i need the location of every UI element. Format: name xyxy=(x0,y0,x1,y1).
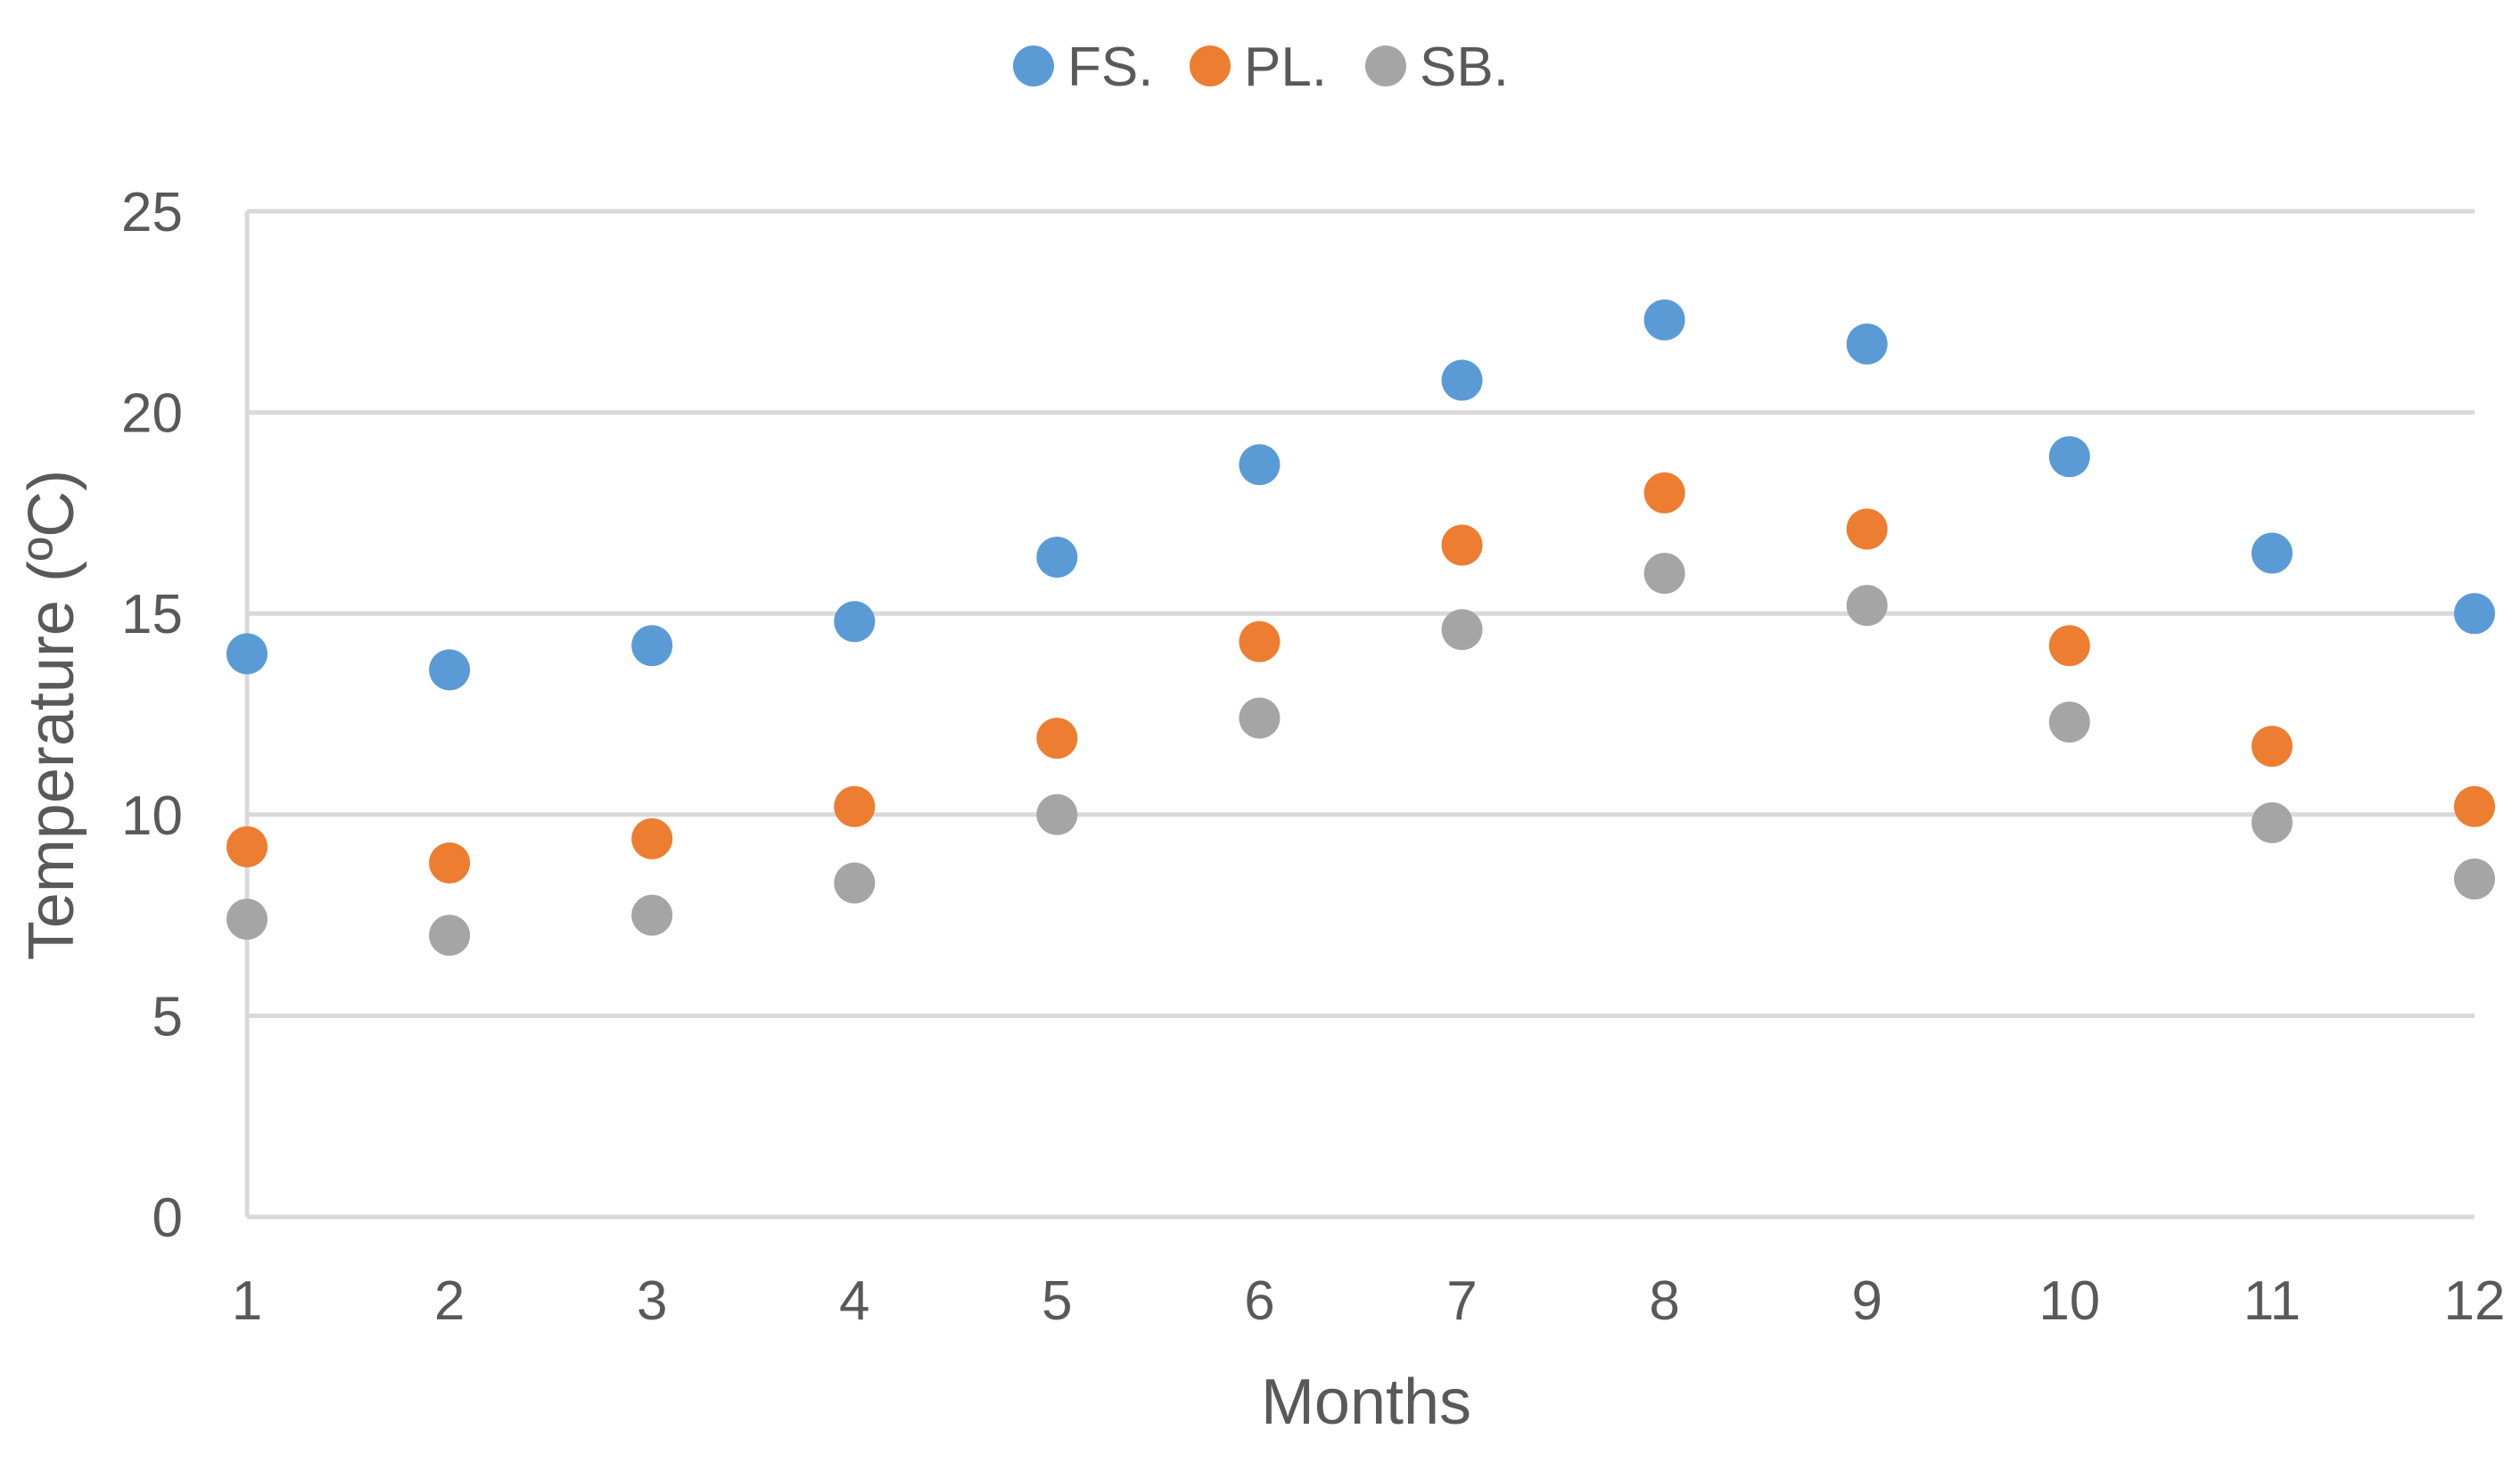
data-point xyxy=(1643,472,1685,513)
data-point xyxy=(1643,299,1685,341)
data-point xyxy=(1036,537,1078,579)
data-point xyxy=(226,633,268,675)
data-point xyxy=(2251,726,2293,768)
data-point xyxy=(2048,436,2090,478)
axes xyxy=(244,211,2475,1220)
legend-item: PL. xyxy=(1190,37,1327,98)
x-tick-label: 7 xyxy=(1446,1270,1477,1332)
data-point xyxy=(1846,508,1888,550)
data-point xyxy=(2048,702,2090,743)
data-point xyxy=(1441,609,1483,651)
data-point xyxy=(1239,620,1281,662)
data-point xyxy=(631,817,673,859)
data-point xyxy=(1441,359,1483,401)
x-tick-label: 2 xyxy=(434,1270,465,1332)
y-axis-title: Temperature (ºC) xyxy=(16,470,87,960)
data-point xyxy=(2048,625,2090,667)
series-pl xyxy=(226,472,2495,883)
data-point xyxy=(2454,593,2495,635)
x-tick-label: 8 xyxy=(1649,1270,1679,1332)
y-tick-label: 10 xyxy=(121,785,183,847)
y-tick-label: 25 xyxy=(121,182,183,243)
legend-marker xyxy=(1190,45,1231,86)
data-point xyxy=(1846,323,1888,365)
data-point xyxy=(2251,532,2293,574)
x-axis-ticks: 1 2 3 4 5 6 7 8 9 10 11 12 xyxy=(232,1270,2506,1332)
data-point xyxy=(226,899,268,940)
y-tick-label: 5 xyxy=(152,986,183,1047)
y-axis-ticks: 0 5 10 15 20 25 xyxy=(121,182,183,1249)
y-tick-label: 0 xyxy=(152,1187,183,1249)
x-tick-label: 1 xyxy=(232,1270,262,1332)
legend-marker xyxy=(1365,45,1406,86)
data-points xyxy=(226,299,2495,957)
legend-marker xyxy=(1013,45,1054,86)
data-point xyxy=(429,842,471,883)
gridlines xyxy=(247,209,2475,1018)
legend-label: SB. xyxy=(1420,37,1509,98)
data-point xyxy=(834,601,876,643)
data-point xyxy=(429,915,471,957)
series-fs xyxy=(226,299,2495,691)
data-point xyxy=(1441,524,1483,566)
x-axis-title: Months xyxy=(1261,1367,1471,1438)
legend-label: PL. xyxy=(1244,37,1327,98)
data-point xyxy=(429,649,471,691)
x-tick-label: 11 xyxy=(2244,1270,2301,1332)
x-tick-label: 3 xyxy=(637,1270,667,1332)
legend-label: FS. xyxy=(1067,37,1153,98)
y-tick-label: 20 xyxy=(121,383,183,445)
x-tick-label: 12 xyxy=(2444,1270,2506,1332)
data-point xyxy=(1239,444,1281,486)
data-point xyxy=(2454,785,2495,827)
data-point xyxy=(2454,858,2495,899)
legend-item: FS. xyxy=(1013,37,1153,98)
legend: FS. PL. SB. xyxy=(1013,37,1509,98)
y-tick-label: 15 xyxy=(121,584,183,645)
data-point xyxy=(1643,553,1685,595)
data-point xyxy=(1036,718,1078,760)
legend-item: SB. xyxy=(1365,37,1509,98)
x-tick-label: 10 xyxy=(2038,1270,2100,1332)
data-point xyxy=(226,825,268,867)
data-point xyxy=(631,894,673,936)
x-tick-label: 6 xyxy=(1244,1270,1274,1332)
data-point xyxy=(1239,697,1281,739)
x-tick-label: 5 xyxy=(1042,1270,1072,1332)
data-point xyxy=(631,625,673,667)
x-tick-label: 9 xyxy=(1851,1270,1882,1332)
series-sb xyxy=(226,553,2495,957)
data-point xyxy=(1846,585,1888,627)
data-point xyxy=(834,862,876,904)
data-point xyxy=(834,785,876,827)
data-point xyxy=(2251,801,2293,843)
x-tick-label: 4 xyxy=(839,1270,869,1332)
data-point xyxy=(1036,793,1078,835)
